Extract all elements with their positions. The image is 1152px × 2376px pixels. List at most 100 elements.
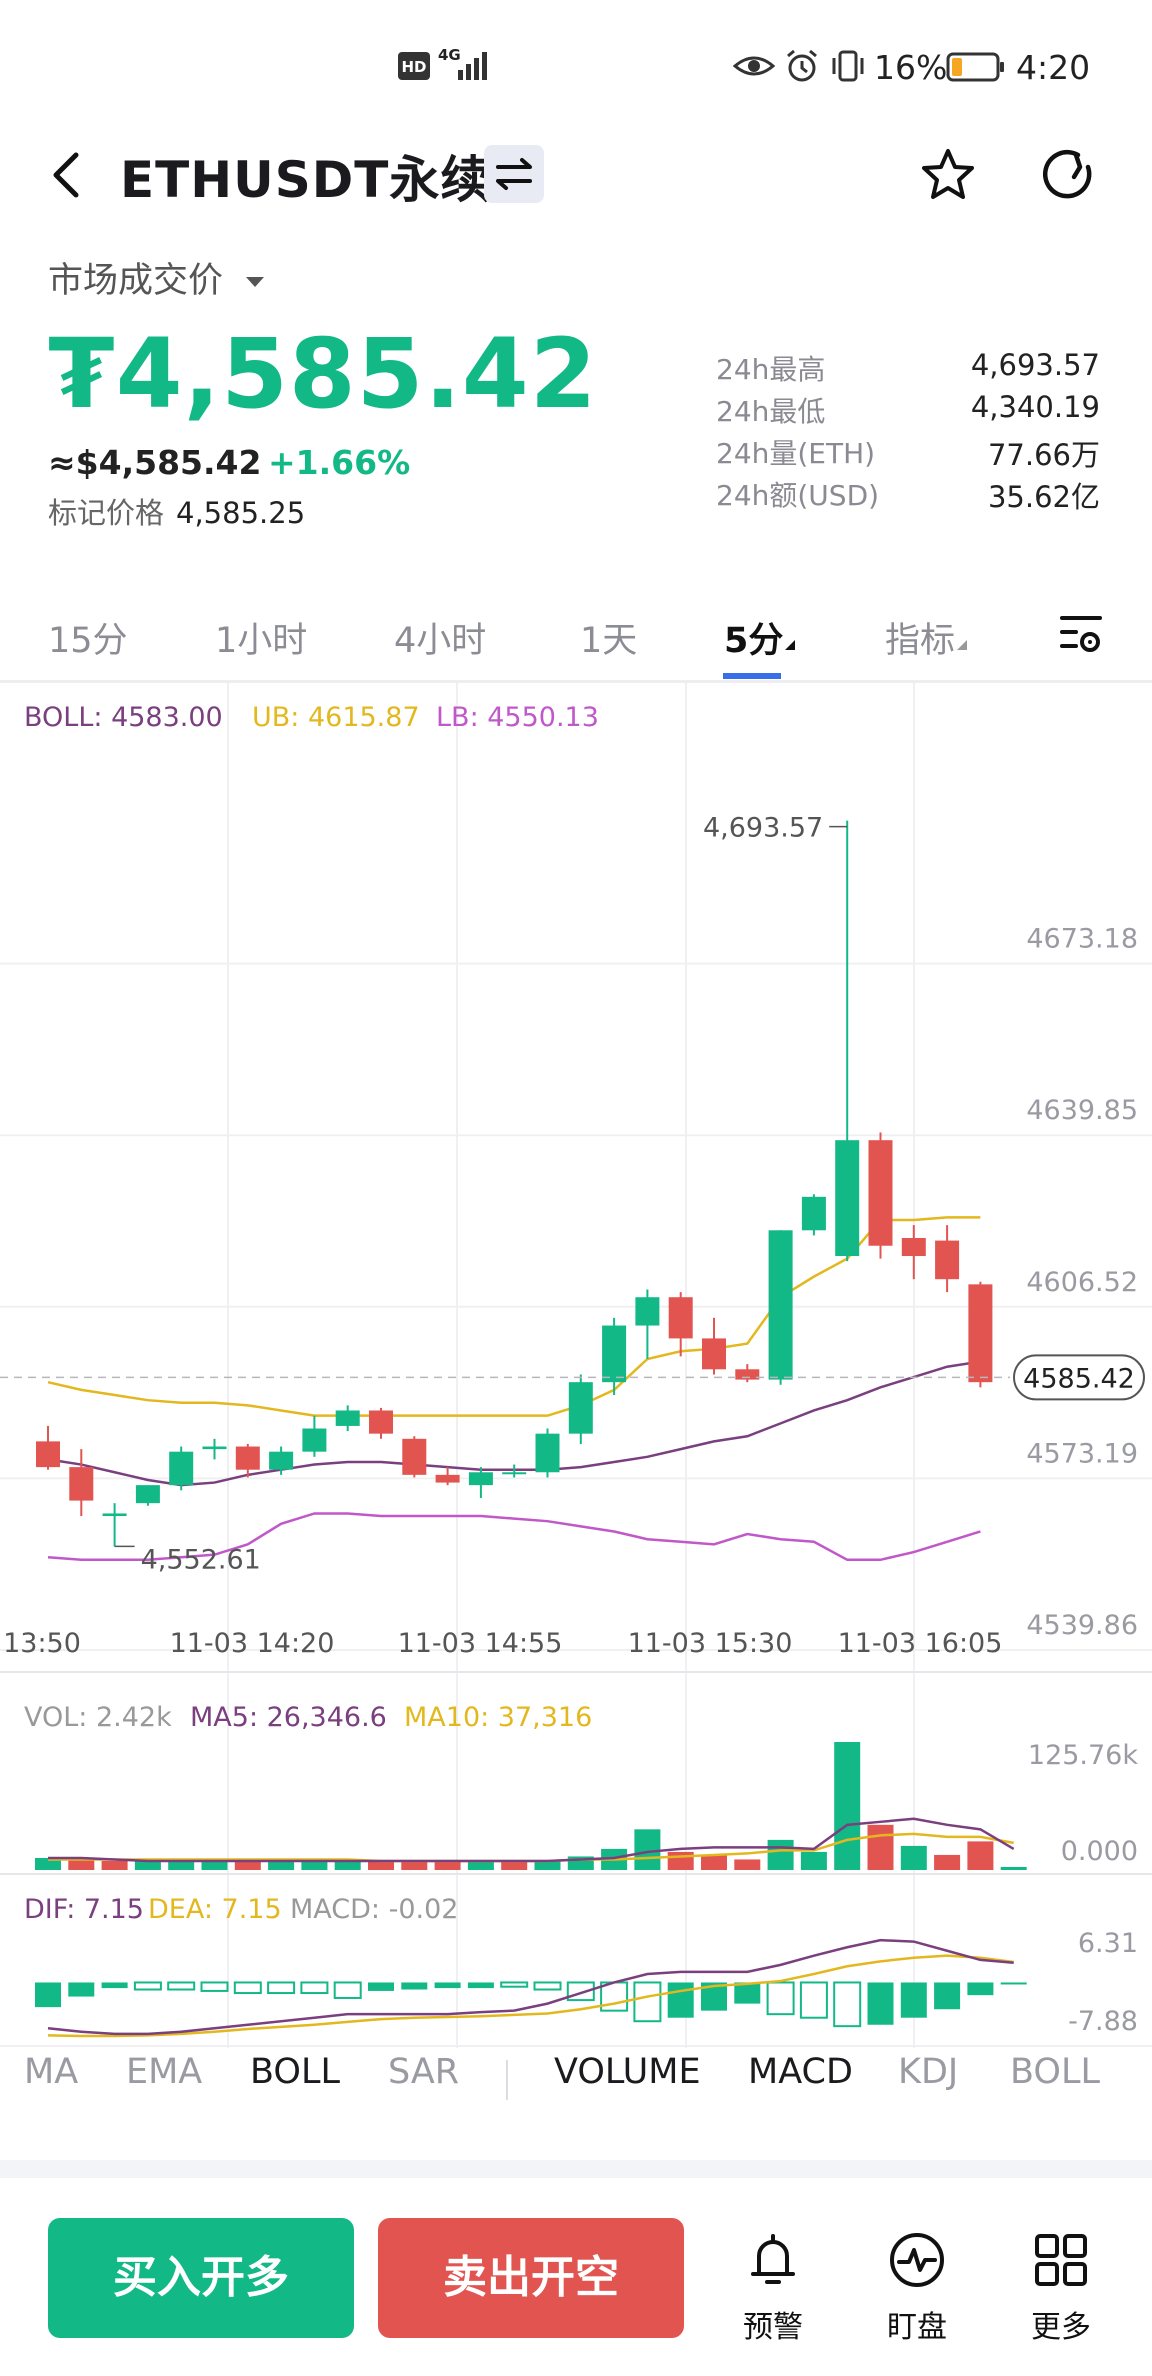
y-axis-label: 4673.18 [1026,924,1138,955]
kline-chart[interactable]: BOLL: 4583.00 UB: 4615.87 LB: 4550.13 46… [0,682,1152,2048]
macd-bar [967,1982,994,1996]
candle-body [502,1472,527,1475]
volume-bar [900,1845,927,1870]
tab-1h[interactable]: 1小时 [215,621,308,661]
caret-down-icon [246,277,265,287]
sell-short-button[interactable]: 卖出开空 [378,2218,684,2338]
ind-volume[interactable]: VOLUME [554,2052,701,2092]
candle-body [102,1513,127,1517]
volume-bar [501,1860,528,1870]
buy-long-button[interactable]: 买入开多 [48,2218,354,2338]
candle-body [202,1446,227,1450]
macd-bar [101,1982,128,1989]
volume-bar [134,1860,161,1870]
layout-settings-icon[interactable] [1058,612,1104,656]
candle-body [901,1238,926,1257]
ind-sar[interactable]: SAR [388,2052,460,2092]
tab-5m[interactable]: 5分 [724,612,797,663]
ind-boll-main[interactable]: BOLL [250,2052,340,2092]
network-label: 4G [438,46,461,64]
macd-bar [667,1982,694,2018]
watch-button[interactable]: 盯盘 [872,2230,962,2346]
volume-bar [334,1860,361,1870]
tab-5m-label: 5分 [724,621,784,661]
mark-price-label: 标记价格 [48,496,165,530]
volume-bar [368,1860,394,1870]
stat-value: 35.62亿 [987,480,1100,514]
macd-bar [200,1981,229,1992]
macd-bar [1000,1982,1027,1985]
volume-bar [201,1860,228,1870]
status-bar: HD 4G 16% 4:20 [0,0,1152,130]
candle-body [36,1441,60,1468]
last-price: ₮4,585.42 [48,318,598,430]
dif-legend: DIF: 7.15 [24,1894,144,1925]
macd-bar [300,1981,329,1995]
x-axis-label: 11-03 14:55 [398,1628,563,1659]
macd-legend: MACD: -0.02 [290,1894,458,1925]
stat-label: 24h量(ETH) [716,437,876,470]
volume-bar [634,1829,661,1870]
macd-axis-label: -7.88 [1068,2006,1138,2037]
active-tab-indicator [723,673,781,679]
tab-15m[interactable]: 15分 [48,621,128,661]
more-label: 更多 [1031,2310,1091,2345]
price-change: +1.66% [268,443,411,482]
current-price-tag [1013,1354,1145,1401]
candle-body [935,1240,960,1280]
volume-bar [834,1742,861,1870]
macd-bar [566,1981,595,2002]
back-arrow-icon[interactable] [40,145,100,205]
price-type-dropdown[interactable]: 市场成交价 [48,252,266,303]
more-button[interactable]: 更多 [1016,2230,1106,2346]
ind-macd[interactable]: MACD [748,2052,853,2092]
macd-bar [133,1981,162,1991]
candle-body [968,1284,993,1383]
volume-bar [1000,1866,1027,1870]
hd-icon: HD [398,52,430,80]
tab-1d[interactable]: 1天 [580,621,638,661]
clock: 4:20 [1016,48,1091,87]
star-icon[interactable] [918,145,978,205]
volume-bar [434,1860,461,1870]
alert-button[interactable]: 预警 [728,2230,818,2346]
candle-body [868,1140,893,1246]
chart-grid [0,682,1152,2048]
volume-bar [168,1860,195,1870]
corner-caret-icon [957,640,968,650]
ind-kdj[interactable]: KDJ [898,2052,959,2092]
macd-bar [167,1981,196,1991]
candle-body [602,1325,627,1383]
y-axis-label: 4573.19 [1026,1438,1138,1469]
tab-indicators[interactable]: 指标 [885,612,969,663]
ind-ema[interactable]: EMA [126,2052,203,2092]
ind-boll-sub[interactable]: BOLL [1010,2052,1100,2092]
battery-icon [946,52,1004,82]
vol-legend: VOL: 2.42k [24,1702,172,1733]
volume-bar [467,1860,494,1870]
svg-text:HD: HD [401,58,426,76]
macd-bar [766,1981,795,2016]
y-axis-label: 4639.85 [1026,1095,1138,1126]
macd-bar [233,1981,262,1995]
usd-price: ≈$4,585.42 [48,443,262,482]
macd-bar [35,1982,61,2008]
boll-legend: BOLL: 4583.00 [24,702,223,733]
macd-bar [633,1981,662,2023]
tab-4h[interactable]: 4小时 [394,621,487,661]
volume-bar [800,1851,827,1870]
macd-bar [600,1981,629,2012]
refresh-icon[interactable] [1040,145,1100,205]
macd-bar [267,1981,296,1995]
volume-bar [268,1860,295,1870]
macd-bar [533,1981,562,1991]
ind-ma[interactable]: MA [24,2052,79,2092]
battery-percent: 16% [874,48,948,87]
x-axis-label: 13:50 [3,1628,81,1659]
high-marker-label: 4,693.57 [703,813,823,844]
swap-button[interactable] [484,145,544,203]
vol-ma5-line [48,1817,1015,1863]
x-axis-label: 11-03 15:30 [628,1628,793,1659]
signal-icon [458,52,487,80]
ma10-legend: MA10: 37,316 [404,1702,592,1733]
